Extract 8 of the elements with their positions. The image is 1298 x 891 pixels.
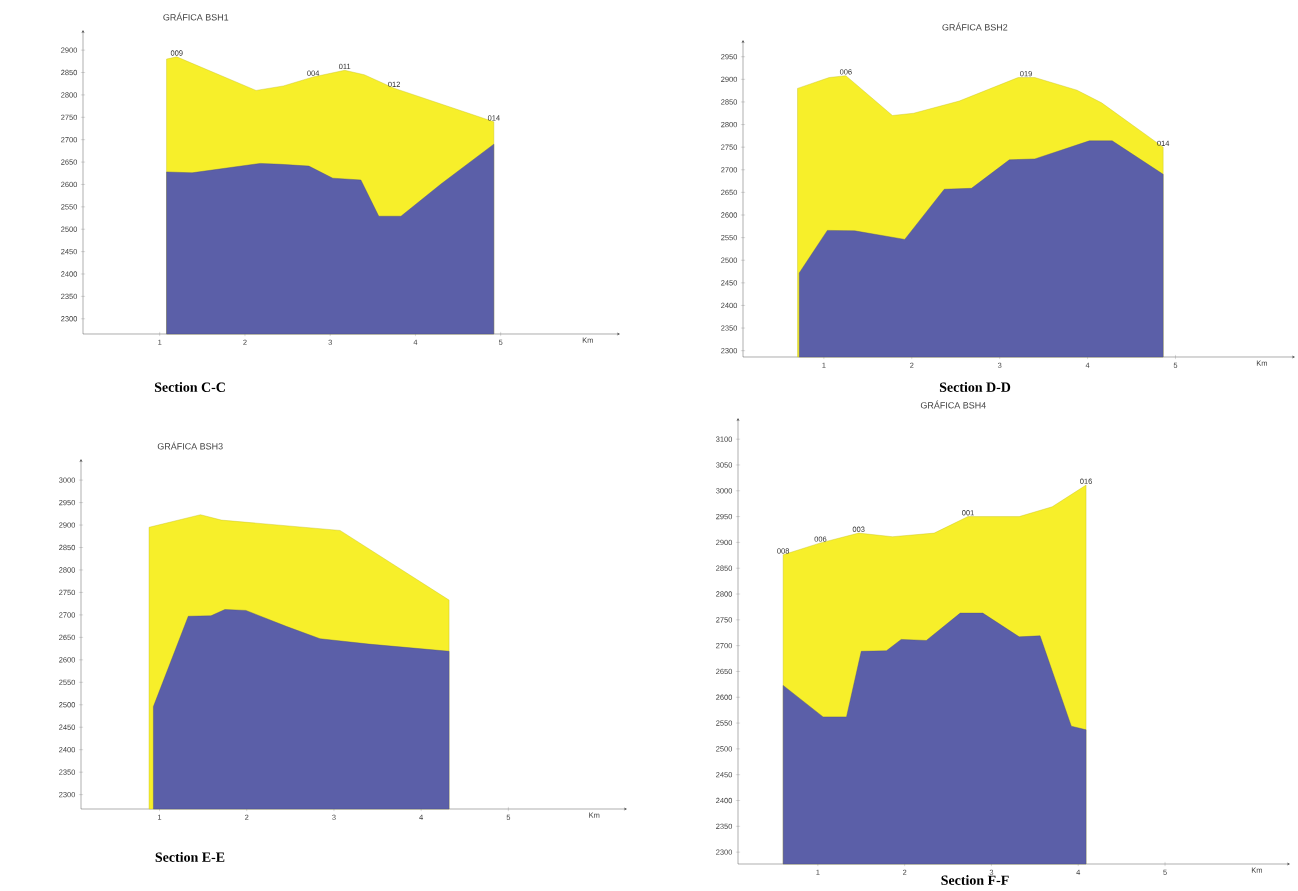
chart-title: GRÁFICA BSH1 [163, 12, 229, 21]
chart-title: GRÁFICA BSH4 [920, 400, 986, 409]
chart-title: GRÁFICA BSH3 [157, 441, 223, 450]
text: Section E-E [155, 852, 225, 862]
text: Section D-D [939, 382, 1011, 392]
text: Section C-C [154, 382, 225, 392]
chart-title: GRÁFICA BSH2 [942, 22, 1008, 31]
text: Section F-F [941, 875, 1009, 885]
